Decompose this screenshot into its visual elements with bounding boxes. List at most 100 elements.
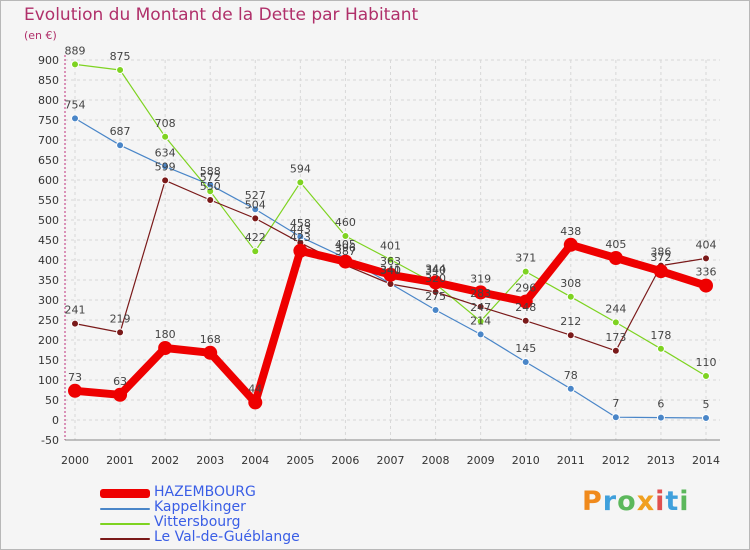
x-tick-label: 2014 [692,454,720,467]
data-label: 145 [515,342,536,355]
data-label: 754 [65,98,86,111]
data-point [611,413,620,422]
y-tick-label: 300 [38,294,59,307]
logo-letter: o [617,486,637,517]
data-point [702,414,710,422]
x-tick-label: 2003 [196,454,224,467]
y-tick-label: 100 [38,374,59,387]
data-label: 687 [110,125,131,138]
data-point [702,254,710,263]
data-label: 178 [650,329,671,342]
data-label: 458 [290,217,311,230]
data-point [71,60,79,69]
y-tick-label: -50 [41,434,59,447]
data-point [296,178,305,187]
data-point [116,328,125,337]
data-point [251,214,260,223]
x-tick-label: 2009 [467,454,495,467]
data-label: 405 [605,238,626,251]
y-tick-label: 600 [38,174,59,187]
data-label: 219 [110,312,131,325]
data-label: 443 [290,223,311,236]
data-label: 504 [245,198,266,211]
data-label: 588 [200,165,221,178]
data-point [68,383,82,398]
data-point [206,196,215,204]
data-label: 5 [703,398,710,411]
data-point [338,254,353,269]
logo-letter: i [679,486,690,517]
data-point [611,318,620,327]
y-tick-label: 900 [38,54,59,67]
data-label: 168 [200,333,221,346]
y-tick-label: 850 [38,74,59,87]
data-label: 889 [65,44,86,57]
data-label: 438 [560,225,581,238]
data-point [611,346,620,355]
data-label: 244 [605,302,626,315]
x-tick-label: 2006 [331,454,359,467]
data-point [428,275,443,290]
data-label: 396 [335,242,356,255]
logo-letter: x [636,486,656,517]
data-point [248,395,263,410]
data-point [476,330,485,339]
data-point [476,317,485,326]
data-point [116,141,125,150]
y-tick-label: 400 [38,254,59,267]
data-label: 344 [425,262,446,275]
logo-letter: r [602,486,618,517]
proxiti-logo: Proxiti [582,486,690,517]
y-tick-label: 500 [38,214,59,227]
data-label: 248 [515,301,536,314]
x-tick-label: 2000 [61,454,89,467]
data-point [293,243,308,258]
data-label: 296 [515,282,536,295]
data-label: 336 [696,266,717,279]
data-point [431,306,440,314]
data-label: 363 [380,255,401,268]
data-label: 110 [696,356,717,369]
data-point [656,344,665,353]
data-point [341,232,350,240]
y-tick-label: 200 [38,334,59,347]
data-point [251,247,260,256]
data-point [699,278,713,293]
data-point [702,372,710,380]
data-point [473,285,488,300]
chart-title: Evolution du Montant de la Dette par Hab… [24,5,419,25]
data-point [71,114,79,123]
data-label: 460 [335,216,356,229]
logo-letter: i [655,486,666,517]
y-tick-label: 0 [52,414,59,427]
x-tick-label: 2001 [106,454,134,467]
data-point [656,413,665,422]
data-label: 319 [470,272,491,285]
data-label: 599 [155,160,176,173]
data-point [521,316,530,325]
data-label: 73 [68,371,82,384]
data-label: 341 [380,264,401,277]
data-label: 387 [335,245,356,258]
logo-letter: P [582,486,603,517]
data-label: 212 [560,315,581,328]
data-point [383,267,398,282]
data-label: 372 [650,251,671,264]
logo-letter: t [665,486,680,517]
y-tick-label: 450 [38,234,59,247]
data-point [566,292,575,301]
data-point [161,132,170,141]
x-tick-label: 2011 [557,454,585,467]
y-tick-label: 150 [38,354,59,367]
data-label: 422 [245,231,266,244]
data-label: 214 [470,314,491,327]
data-label: 401 [380,240,401,253]
data-label: 527 [245,189,266,202]
data-label: 173 [605,331,626,344]
plot-area [65,60,720,440]
data-point [203,345,218,360]
data-label: 320 [425,272,446,285]
data-label: 340 [425,264,446,277]
legend-swatch [100,538,150,540]
